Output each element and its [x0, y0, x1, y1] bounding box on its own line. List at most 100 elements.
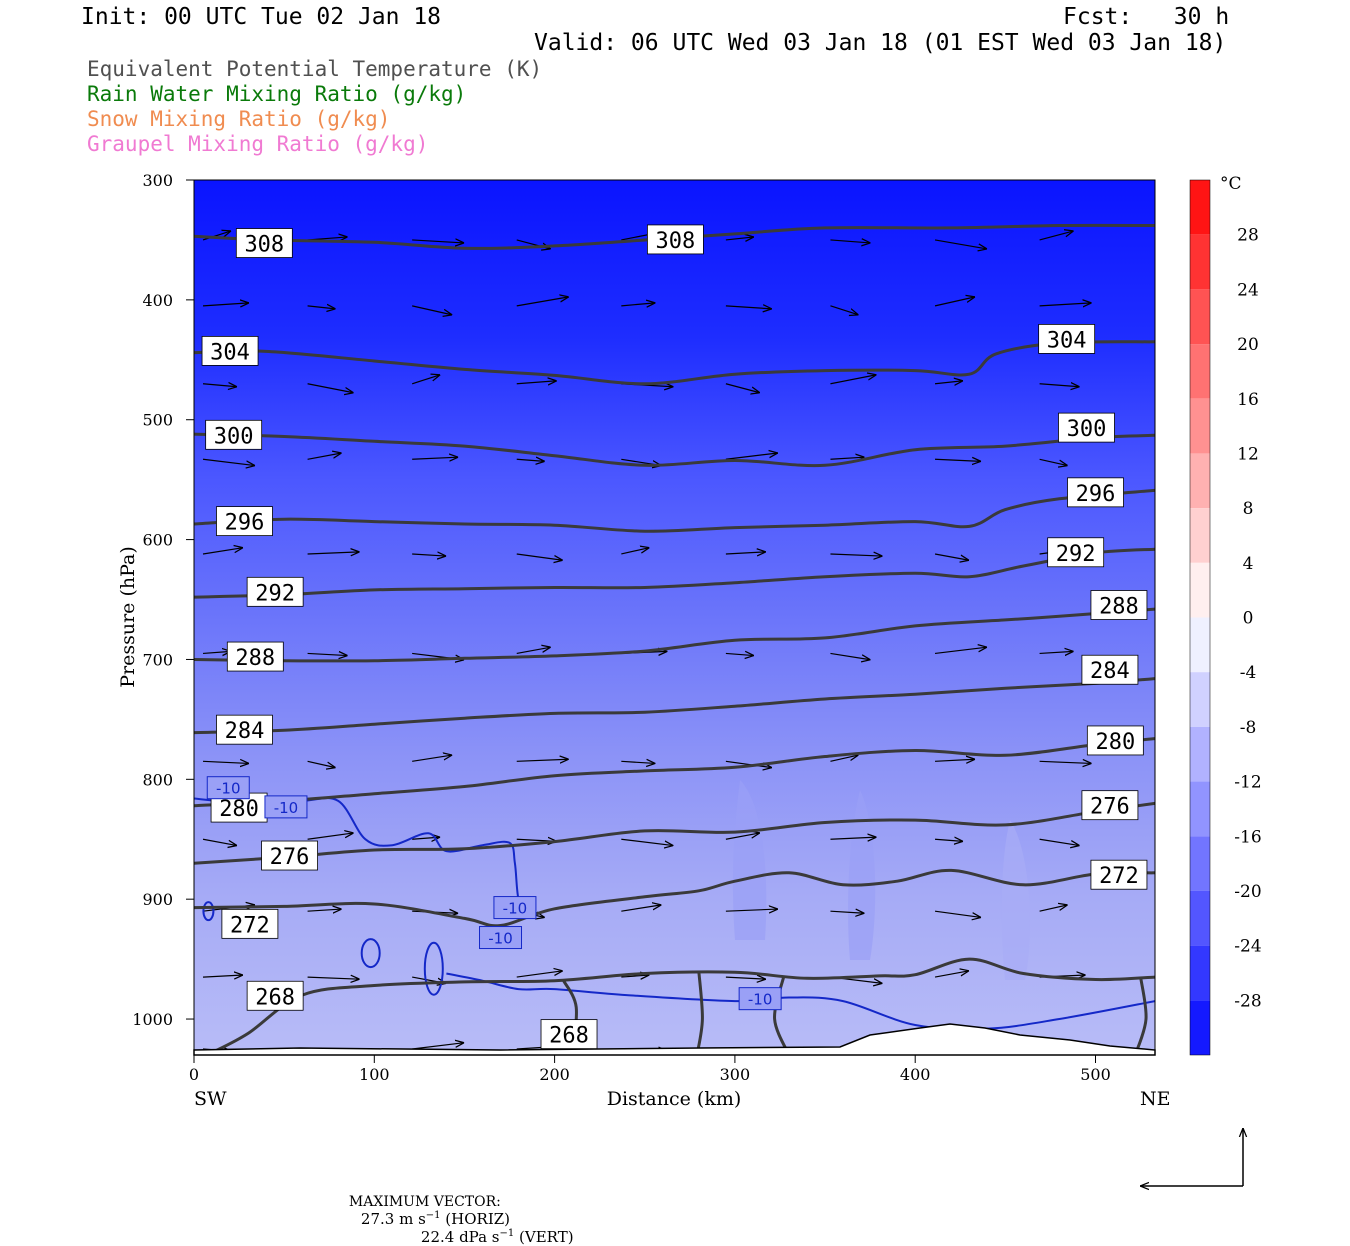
colorbar-segment: [1190, 398, 1210, 454]
theta-e-label: 276: [270, 845, 310, 870]
theta-e-contour: [194, 488, 1155, 533]
wind-vector: [307, 306, 336, 309]
temperature-label: -10: [488, 930, 513, 948]
valid-time: Valid: 06 UTC Wed 03 Jan 18 (01 EST Wed …: [534, 30, 1227, 56]
theta-e-label-box: [1058, 412, 1115, 443]
colorbar-segment: [1190, 781, 1210, 837]
max-vector-vert: 22.4 dPa s−1 (VERT): [420, 1228, 574, 1246]
wind-vector: [1039, 905, 1068, 912]
theta-e-label: 304: [210, 340, 250, 365]
wind-vector: [202, 384, 237, 387]
wind-vector: [307, 909, 342, 911]
theta-e-contour: [194, 737, 1155, 808]
colorbar-tick-label: 24: [1237, 280, 1259, 300]
theta-e-label-box: [1067, 477, 1124, 508]
wind-vector: [830, 240, 870, 243]
theta-e-contour: [194, 868, 1155, 928]
temperature-label-box: [738, 987, 782, 1011]
theta-e-label-box: [1090, 590, 1148, 620]
wind-vector: [934, 239, 987, 249]
wind-vector: [830, 457, 864, 459]
wind-vector: [412, 1043, 464, 1050]
theta-e-label: 284: [1090, 659, 1130, 684]
x-tick-label: 300: [720, 1065, 751, 1084]
theta-e-label-box: [1038, 324, 1096, 354]
wind-vector: [934, 839, 963, 841]
theta-e-contour: [194, 547, 1155, 599]
wind-vector: [621, 303, 655, 306]
theta-e-label-box: [1047, 537, 1105, 568]
max-vector-footer: MAXIMUM VECTOR: 27.3 m s−1 (HORIZ) 22.4 …: [340, 1178, 574, 1246]
theta-e-label-box: [1090, 859, 1148, 890]
wind-vector: [621, 761, 655, 763]
theta-e-label: 300: [1067, 417, 1107, 442]
temperature-contour: [423, 941, 444, 996]
theta-e-label: 288: [235, 646, 275, 671]
wind-vector: [516, 381, 557, 384]
wind-vector: [516, 647, 551, 655]
wind-vector: [1039, 761, 1092, 763]
wind-vector: [307, 552, 360, 554]
wind-vector: [934, 910, 981, 917]
theta-e-label-box: [216, 714, 273, 745]
colorbar-tick-label: -8: [1240, 718, 1257, 738]
wind-vector: [307, 760, 336, 767]
max-vector-title: MAXIMUM VECTOR:: [348, 1194, 501, 1210]
wind-vector: [412, 457, 458, 459]
colorbar-tick-label: -24: [1234, 937, 1261, 957]
theta-e-label: 268: [549, 1024, 589, 1049]
sw-end-label: SW: [194, 1088, 227, 1110]
x-tick-label: 400: [900, 1065, 931, 1084]
theta-e-contour: [194, 801, 1155, 865]
wind-vector: [1039, 651, 1074, 653]
theta-e-contour: [1133, 976, 1148, 1055]
ne-end-label: NE: [1140, 1088, 1171, 1110]
theta-e-contour: [211, 957, 1155, 1054]
y-tick-label: 400: [142, 291, 173, 310]
wind-vector: [1039, 384, 1080, 387]
theta-e-labels: 308 308 304 304 300 300 296 296 292 292 288 288 284 2…: [201, 224, 1148, 1050]
colorbar-tick-label: 12: [1237, 444, 1259, 464]
theta-e-label-box: [647, 224, 704, 255]
field-label-snow: Snow Mixing Ratio (g/kg): [87, 107, 391, 131]
colorbar-segment: [1190, 562, 1210, 618]
wind-vector: [725, 552, 766, 554]
warm-patch: [1001, 820, 1030, 980]
theta-e-contour: [194, 432, 1155, 468]
wind-vector: [1039, 303, 1092, 306]
colorbar-segment: [1190, 726, 1210, 782]
colorbar-tick-label: -20: [1234, 882, 1261, 902]
wind-vector: [830, 837, 876, 839]
y-tick-label: 800: [142, 770, 173, 789]
wind-vector: [1039, 458, 1068, 465]
theta-e-label: 280: [1095, 730, 1135, 755]
theta-e-label-box: [201, 336, 259, 366]
wind-vector: [412, 755, 452, 762]
init-time: Init: 00 UTC Tue 02 Jan 18: [81, 4, 442, 30]
wind-vector: [621, 975, 649, 977]
wind-vector: [411, 375, 440, 385]
wind-vector: [830, 305, 858, 315]
theta-e-label-box: [1086, 725, 1144, 756]
colorbar-tick-label: 28: [1237, 226, 1259, 246]
wind-vector: [516, 297, 569, 307]
colorbar-tick-label: 4: [1243, 554, 1254, 574]
wind-vector: [202, 548, 243, 555]
theta-e-label: 268: [255, 985, 295, 1010]
wind-vector: [621, 548, 649, 555]
wind-vector: [934, 971, 969, 978]
colorbar-segment: [1190, 289, 1210, 345]
wind-vector: [307, 977, 360, 979]
theta-e-label: 304: [1047, 328, 1087, 353]
colorbar-frame: [1189, 179, 1211, 1056]
theta-e-label-box: [246, 980, 304, 1011]
theta-e-label: 296: [225, 511, 265, 536]
colorbar-segment: [1190, 836, 1210, 891]
wind-vector: [830, 755, 858, 762]
wind-vector: [725, 453, 778, 460]
theta-e-label-box: [221, 908, 279, 939]
warm-patch: [848, 790, 876, 960]
y-tick-label: 1000: [132, 1010, 173, 1029]
colorbar-tick-label: -12: [1234, 773, 1261, 793]
